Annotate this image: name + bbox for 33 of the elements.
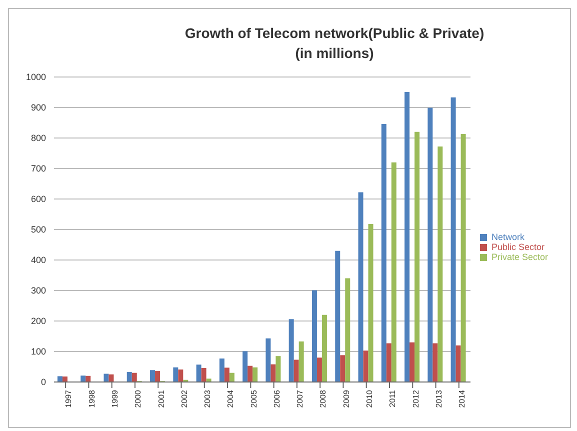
chart-title: Growth of Telecom network(Public & Private) (in millions) — [184, 24, 486, 63]
x-tick-label: 2005 — [249, 389, 258, 408]
x-tick-label: 1997 — [64, 389, 74, 408]
y-tick-label: 1000 — [26, 72, 46, 82]
y-tick-label: 600 — [30, 194, 46, 204]
x-tick-label: 2008 — [318, 389, 328, 408]
x-tick-label: 2004 — [226, 389, 236, 408]
y-tick-label: 500 — [30, 224, 46, 235]
y-tick-label: 800 — [30, 133, 46, 144]
x-tick-label: 2013 — [434, 389, 444, 408]
x-tick-label: 2010 — [365, 389, 374, 408]
legend-label: Private Sector — [491, 252, 548, 262]
y-tick-label: 900 — [30, 102, 46, 113]
x-tick-label: 1998 — [87, 389, 96, 408]
x-tick-label: 2006 — [272, 389, 282, 408]
y-tick-label: 700 — [30, 164, 46, 174]
legend-label: Network — [491, 232, 524, 242]
y-tick-label: 300 — [30, 286, 46, 296]
y-tick-label: 200 — [30, 316, 46, 326]
x-tick-label: 2001 — [156, 389, 166, 408]
y-tick-label: 400 — [30, 255, 46, 266]
x-tick-label: 2000 — [134, 389, 143, 408]
x-tick-label: 2002 — [180, 389, 189, 408]
y-tick-label: 100 — [30, 346, 46, 357]
x-tick-label: 2009 — [342, 389, 351, 408]
x-tick-label: 1999 — [110, 389, 120, 408]
x-tick-label: 2003 — [203, 389, 212, 408]
legend-label: Public Sector — [491, 242, 544, 252]
x-tick-label: 2014 — [458, 389, 467, 408]
x-tick-label: 2012 — [411, 389, 420, 408]
y-tick-label: 0 — [40, 377, 46, 388]
x-tick-label: 2011 — [388, 389, 398, 408]
x-tick-label: 2007 — [296, 389, 305, 408]
